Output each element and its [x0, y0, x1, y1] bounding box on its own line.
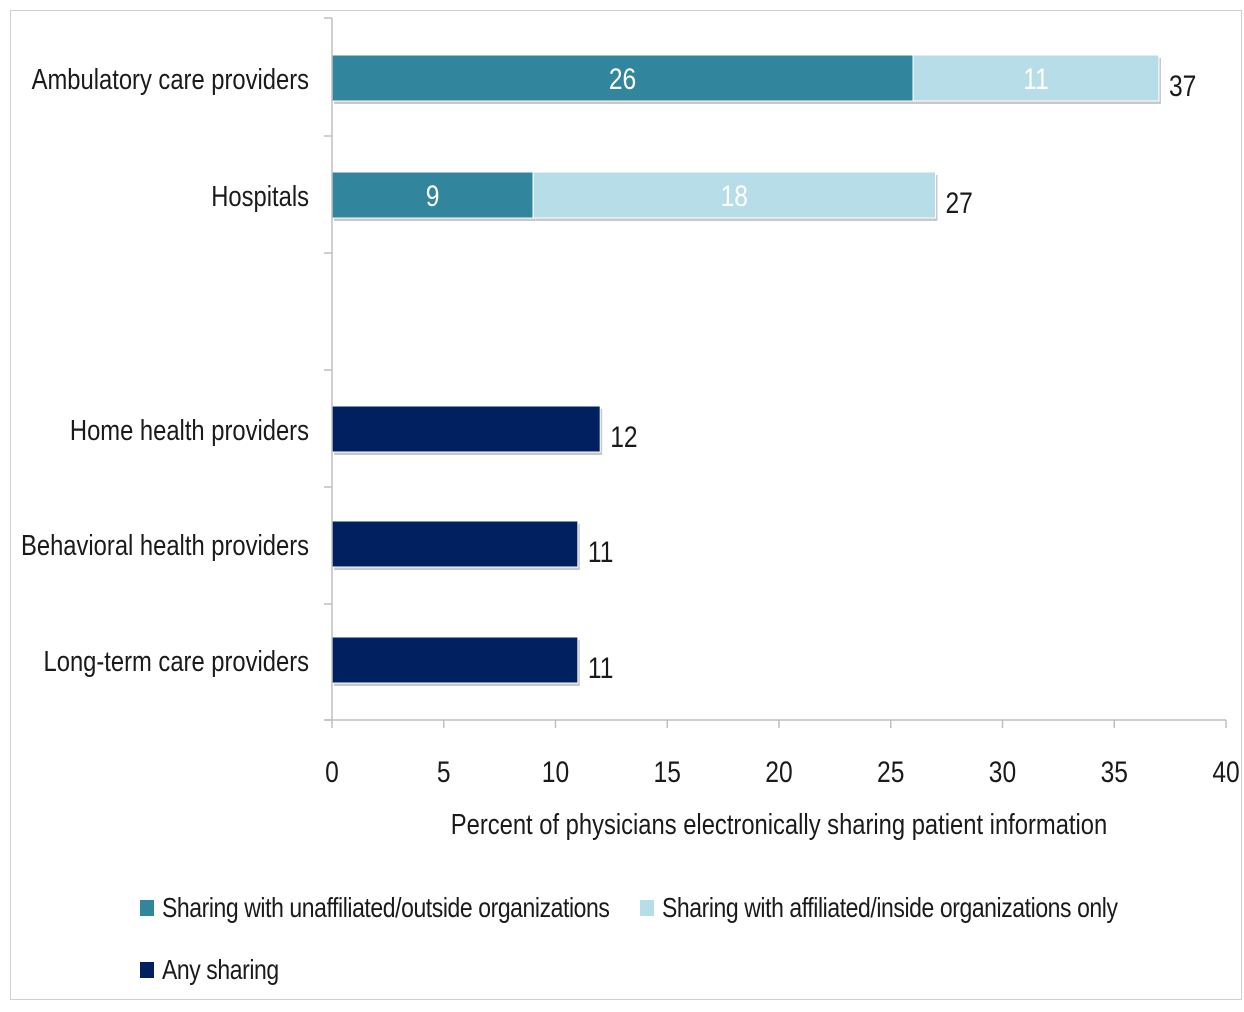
x-tick-label: 5 [437, 755, 451, 789]
legend-row-1: Sharing with unaffiliated/outside organi… [140, 888, 1220, 928]
category-label: Ambulatory care providers [32, 63, 309, 96]
x-tick-label: 35 [1101, 755, 1128, 789]
axis-layer [324, 17, 1227, 728]
bar-segment [331, 520, 579, 568]
total-label: 37 [1169, 69, 1196, 103]
labels-layer: 0 5 10 15 20 25 30 35 40 Ambulatory care provider… [21, 62, 1240, 789]
legend-item-any: Any sharing [140, 954, 304, 986]
x-tick-label: 40 [1212, 755, 1239, 789]
x-axis-title: Percent of physicians electronically sha… [451, 808, 1107, 841]
bar-segment [331, 171, 534, 219]
legend-swatch-any [140, 962, 154, 978]
x-tick-label: 0 [325, 755, 339, 789]
bar-segment [912, 54, 1160, 102]
legend-item-unaffiliated: Sharing with unaffiliated/outside organi… [140, 892, 708, 924]
legend-label-unaffiliated: Sharing with unaffiliated/outside organi… [162, 892, 610, 923]
x-tick-label: 20 [765, 755, 792, 789]
category-label: Home health providers [70, 414, 309, 447]
x-tick-label: 30 [989, 755, 1016, 789]
x-tick-label: 15 [654, 755, 681, 789]
legend-swatch-affiliated [639, 900, 654, 916]
category-label: Hospitals [211, 180, 309, 213]
x-tick-label: 25 [877, 755, 904, 789]
bar-segment [331, 636, 579, 684]
segment-label: 9 [426, 179, 440, 213]
bar-segment [532, 171, 936, 219]
bar-segment [331, 54, 914, 102]
segment-label: 26 [609, 62, 636, 96]
segment-label: 18 [721, 179, 748, 213]
bar-segment [331, 405, 601, 453]
segment-label: 11 [1023, 62, 1049, 96]
bars-layer [331, 54, 1161, 686]
total-label: 27 [945, 186, 972, 220]
x-tick-label: 10 [542, 755, 569, 789]
legend-label-any: Any sharing [162, 954, 279, 985]
legend-label-affiliated: Sharing with affiliated/inside organizat… [661, 892, 1118, 923]
total-label: 11 [588, 535, 614, 569]
legend-swatch-unaffiliated [140, 900, 154, 916]
total-label: 12 [610, 420, 637, 454]
total-label: 11 [588, 651, 614, 685]
category-label: Behavioral health providers [21, 529, 309, 562]
legend-item-affiliated: Sharing with affiliated/inside organizat… [639, 892, 1218, 924]
legend: Sharing with unaffiliated/outside organi… [140, 888, 1220, 1012]
legend-row-2: Any sharing [140, 950, 1220, 990]
category-label: Long-term care providers [44, 645, 309, 678]
